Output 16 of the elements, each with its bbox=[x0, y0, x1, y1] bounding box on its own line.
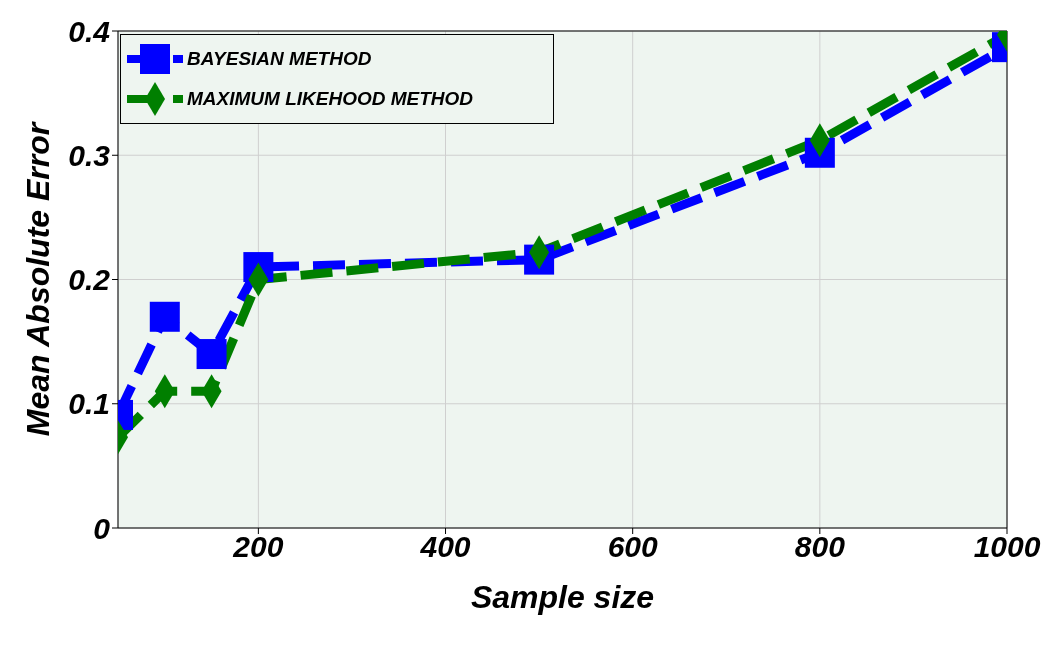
x-tick-label: 600 bbox=[607, 530, 659, 564]
y-tick-label: 0.3 bbox=[68, 138, 111, 172]
x-tick-label: 1000 bbox=[973, 530, 1041, 564]
x-axis-title: Sample size bbox=[470, 579, 655, 615]
x-tick-label: 200 bbox=[232, 530, 284, 564]
x-tick-label: 800 bbox=[794, 530, 846, 564]
y-tick-label: 0 bbox=[93, 511, 111, 545]
y-axis-title: Mean Absolute Error bbox=[20, 121, 57, 437]
x-tick-label: 400 bbox=[419, 530, 471, 564]
y-tick-label: 0.4 bbox=[68, 14, 111, 48]
legend-label: BAYESIAN METHOD bbox=[187, 48, 372, 70]
y-tick-label: 0.1 bbox=[68, 387, 110, 421]
point bbox=[196, 339, 227, 370]
legend-label: MAXIMUM LIKEHOOD METHOD bbox=[187, 88, 474, 110]
y-tick-label: 0.2 bbox=[68, 263, 111, 297]
point bbox=[149, 301, 180, 332]
